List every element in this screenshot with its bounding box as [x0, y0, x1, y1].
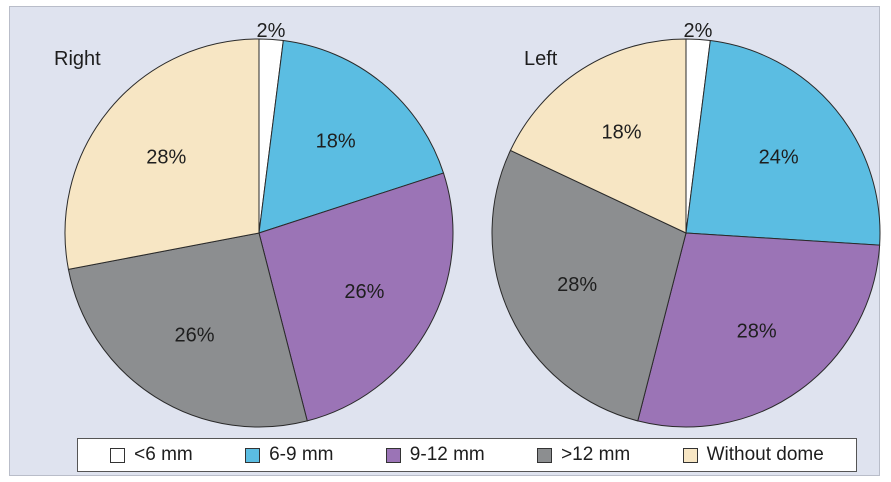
legend: <6 mm 6-9 mm 9-12 mm >12 mm Without dome — [77, 438, 857, 472]
pie-slice — [258, 39, 445, 234]
slice-label: 2% — [684, 20, 713, 42]
slice-label: 18% — [602, 121, 642, 143]
legend-label: 6-9 mm — [269, 444, 334, 465]
legend-item-9-12: 9-12 mm — [385, 444, 485, 466]
pie-slice — [637, 232, 881, 428]
slice-label: 24% — [759, 146, 799, 168]
legend-item-6-9: 6-9 mm — [245, 444, 333, 466]
slice-label: 26% — [344, 281, 384, 303]
pie-slice — [258, 172, 454, 422]
legend-item-gt12: >12 mm — [537, 444, 630, 466]
slice-label: 2% — [257, 20, 286, 42]
pie-slice — [509, 38, 687, 234]
pie-title: Right — [54, 48, 101, 70]
pie-slice — [67, 232, 308, 428]
legend-label: >12 mm — [561, 444, 631, 465]
pie-slice — [685, 39, 881, 246]
legend-swatch — [537, 447, 553, 463]
legend-swatch — [385, 447, 401, 463]
legend-item-lt6: <6 mm — [110, 444, 193, 466]
slice-label: 26% — [175, 325, 215, 347]
legend-label: 9-12 mm — [409, 444, 485, 465]
slice-label: 18% — [316, 130, 356, 152]
legend-label: Without dome — [706, 444, 824, 465]
pie-right: 2% 18% 26% 26% 28% Right — [54, 20, 454, 428]
legend-label: <6 mm — [134, 444, 193, 465]
pie-slice — [491, 149, 687, 422]
legend-swatch — [245, 447, 261, 463]
figure-panel: 2% 18% 26% 26% 28% Right 2% 24% 28% 28% 18% Left <6… — [9, 6, 881, 476]
legend-item-without-dome: Without dome — [682, 444, 824, 466]
legend-swatch — [682, 447, 698, 463]
slice-label: 28% — [146, 146, 186, 168]
pie-title: Left — [524, 48, 558, 70]
pie-charts: 2% 18% 26% 26% 28% Right 2% 24% 28% 28% 18% Left — [54, 20, 881, 428]
pie-slice — [64, 38, 260, 270]
slice-label: 28% — [737, 320, 777, 342]
slice-label: 28% — [557, 274, 597, 296]
legend-swatch — [110, 447, 126, 463]
pie-left: 2% 24% 28% 28% 18% Left — [491, 20, 881, 428]
